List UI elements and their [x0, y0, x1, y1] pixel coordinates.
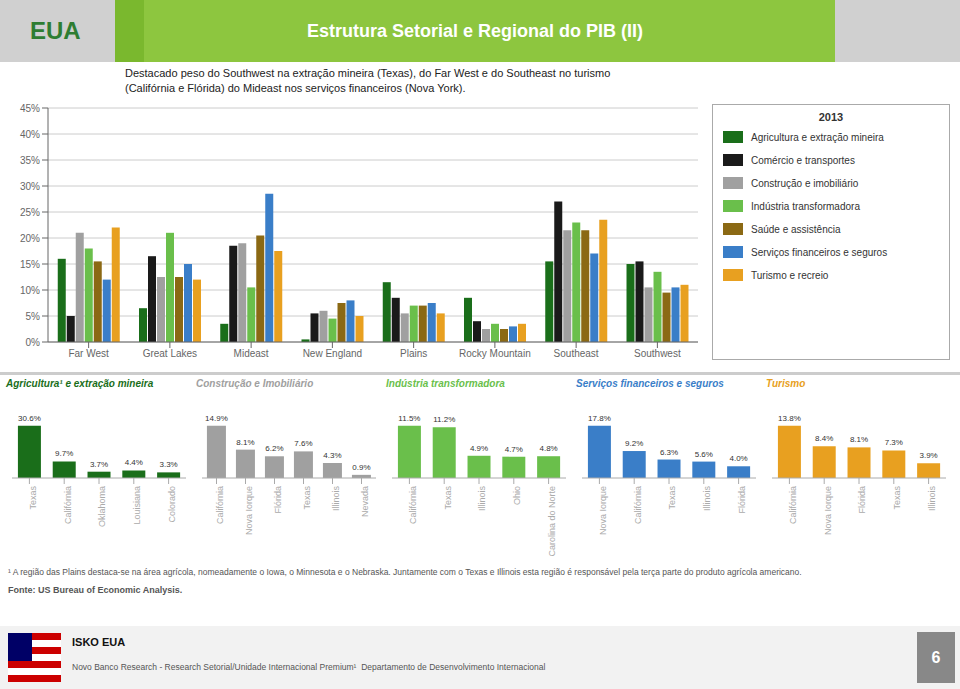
svg-text:10%: 10% — [20, 285, 40, 296]
svg-text:Colorado: Colorado — [167, 486, 177, 523]
svg-text:30%: 30% — [20, 181, 40, 192]
html-text:Novo Banco Research - Research: Novo Banco Research - Research Setorial/… — [72, 662, 546, 672]
svg-text:Texas: Texas — [667, 486, 677, 510]
svg-text:20%: 20% — [20, 233, 40, 244]
svg-text:0.9%: 0.9% — [352, 463, 370, 472]
svg-text:Far West: Far West — [68, 348, 109, 359]
svg-text:Califórnia: Califórnia — [215, 486, 225, 524]
svg-text:35%: 35% — [20, 155, 40, 166]
svg-text:11.2%: 11.2% — [433, 415, 455, 424]
svg-text:0%: 0% — [26, 337, 41, 348]
html-text:Construção e imobiliário: Construção e imobiliário — [751, 177, 859, 189]
svg-text:8.1%: 8.1% — [850, 435, 868, 444]
svg-text:Nova Iorque: Nova Iorque — [244, 486, 254, 535]
svg-text:7.6%: 7.6% — [294, 439, 312, 448]
svg-text:4.4%: 4.4% — [125, 458, 143, 467]
svg-text:3.7%: 3.7% — [90, 460, 108, 469]
svg-text:Nova Iorque: Nova Iorque — [823, 486, 833, 535]
svg-text:Texas: Texas — [443, 486, 453, 510]
svg-text:4.8%: 4.8% — [539, 444, 557, 453]
svg-text:6.2%: 6.2% — [265, 444, 283, 453]
html-text:Construção e Imobiliário: Construção e Imobiliário — [196, 378, 314, 389]
svg-text:Plains: Plains — [400, 348, 427, 359]
svg-text:3.9%: 3.9% — [919, 451, 937, 460]
svg-text:Southwest: Southwest — [634, 348, 681, 359]
html-text:Estrutura Setorial e Regional: Estrutura Setorial e Regional do PIB (II… — [307, 21, 643, 41]
svg-text:Nova Iorque: Nova Iorque — [598, 486, 608, 535]
svg-text:New England: New England — [303, 348, 362, 359]
svg-text:Carolina do Norte: Carolina do Norte — [547, 486, 557, 557]
svg-text:4.0%: 4.0% — [729, 454, 747, 463]
html-text:Agricultura¹ e extração mineir: Agricultura¹ e extração mineira — [6, 378, 154, 389]
svg-text:Illinois: Illinois — [702, 486, 712, 512]
html-text:ISKO EUA: ISKO EUA — [72, 636, 126, 648]
svg-text:5.6%: 5.6% — [695, 450, 713, 459]
svg-text:9.2%: 9.2% — [625, 439, 643, 448]
html-text:¹ A região das Plains destaca-: ¹ A região das Plains destaca-se na área… — [8, 567, 802, 577]
html-text:Saúde e assistência: Saúde e assistência — [751, 223, 841, 235]
html-text:Turismo: Turismo — [766, 378, 806, 389]
svg-text:25%: 25% — [20, 207, 40, 218]
svg-text:Southeast: Southeast — [554, 348, 599, 359]
svg-text:Flórida: Flórida — [857, 486, 867, 514]
svg-text:Illinois: Illinois — [477, 486, 487, 512]
svg-text:17.8%: 17.8% — [588, 414, 611, 423]
svg-text:11.5%: 11.5% — [398, 414, 420, 423]
svg-text:Oklahoma: Oklahoma — [97, 486, 107, 527]
svg-text:30.6%: 30.6% — [18, 414, 41, 423]
svg-text:Mideast: Mideast — [234, 348, 269, 359]
svg-text:Louisiana: Louisiana — [132, 486, 142, 525]
html-text:Fonte: US Bureau of Economic A: Fonte: US Bureau of Economic Analysis. — [8, 585, 183, 595]
svg-text:4.3%: 4.3% — [323, 451, 341, 460]
svg-text:13.8%: 13.8% — [778, 414, 801, 423]
svg-text:Texas: Texas — [302, 486, 312, 510]
svg-text:Flórida: Flórida — [737, 486, 747, 514]
html-text:Destacado peso do Southwest na: Destacado peso do Southwest na extração … — [125, 67, 611, 94]
svg-text:14.9%: 14.9% — [205, 414, 228, 423]
svg-text:Nevada: Nevada — [360, 486, 370, 517]
svg-text:3.3%: 3.3% — [159, 460, 177, 469]
html-text:Indústria transformadora: Indústria transformadora — [386, 378, 505, 389]
svg-text:Rocky Mountain: Rocky Mountain — [459, 348, 531, 359]
html-text:2013: 2013 — [818, 111, 844, 123]
svg-text:Califórnia: Califórnia — [63, 486, 73, 524]
svg-text:9.7%: 9.7% — [55, 449, 73, 458]
svg-text:Ohio: Ohio — [512, 486, 522, 505]
html-text:6: 6 — [931, 649, 941, 666]
svg-text:7.3%: 7.3% — [885, 438, 903, 447]
html-text:Comércio e transportes: Comércio e transportes — [751, 154, 855, 166]
svg-text:40%: 40% — [20, 129, 40, 140]
svg-text:Califórnia: Califórnia — [408, 486, 418, 524]
svg-text:8.4%: 8.4% — [815, 434, 833, 443]
svg-text:Califórnia: Califórnia — [633, 486, 643, 524]
svg-text:Illinois: Illinois — [331, 486, 341, 512]
svg-text:5%: 5% — [26, 311, 41, 322]
html-text:Indústria transformadora: Indústria transformadora — [751, 200, 860, 212]
svg-text:6.3%: 6.3% — [660, 448, 678, 457]
html-text:Serviços financeiros e seguros: Serviços financeiros e seguros — [751, 246, 888, 258]
html-text:Turismo e recreio: Turismo e recreio — [751, 269, 829, 281]
svg-text:4.9%: 4.9% — [470, 444, 488, 453]
svg-text:8.1%: 8.1% — [236, 438, 254, 447]
svg-text:Flórida: Flórida — [273, 486, 283, 514]
html-text:Agricultura e extração mineira: Agricultura e extração mineira — [751, 131, 884, 143]
svg-text:4.7%: 4.7% — [505, 445, 523, 454]
svg-text:Great Lakes: Great Lakes — [143, 348, 197, 359]
svg-text:45%: 45% — [20, 103, 40, 114]
svg-text:15%: 15% — [20, 259, 40, 270]
html-text:Serviços financeiros e seguros: Serviços financeiros e seguros — [576, 378, 724, 389]
svg-text:Illinois: Illinois — [927, 486, 937, 512]
svg-text:Califórnia: Califórnia — [788, 486, 798, 524]
html-text:EUA: EUA — [30, 17, 81, 44]
svg-text:Texas: Texas — [892, 486, 902, 510]
svg-text:Texas: Texas — [28, 486, 38, 510]
